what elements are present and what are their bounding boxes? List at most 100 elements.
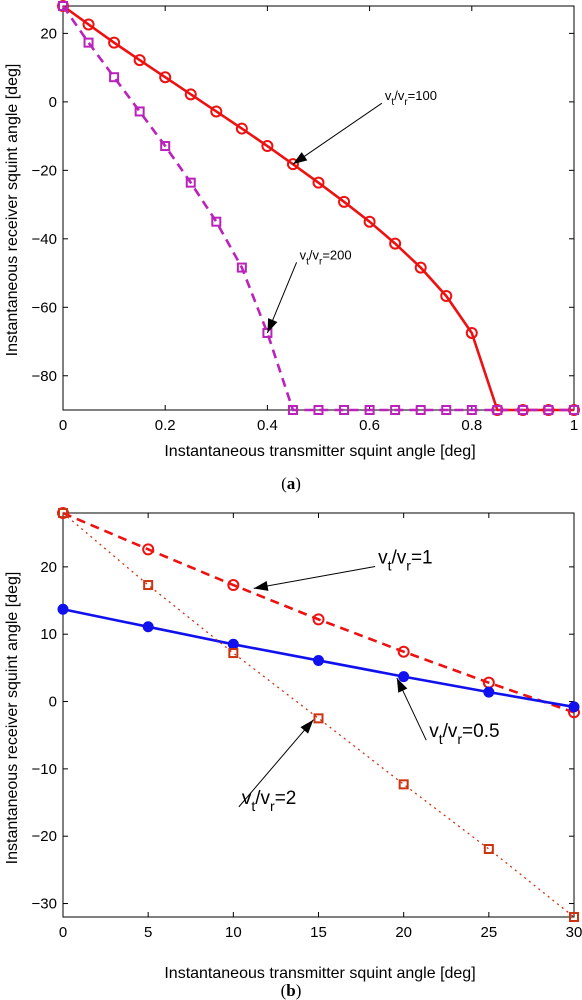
y-axis-label-a: Instantaneous receiver squint angle [deg… xyxy=(4,64,21,357)
series-b-3 xyxy=(58,508,579,922)
series-a-2 xyxy=(58,1,579,415)
data-point xyxy=(184,88,197,101)
data-point xyxy=(227,579,240,592)
x-tick-label: 10 xyxy=(225,924,242,941)
y-tick-label: 0 xyxy=(49,694,57,711)
data-point xyxy=(363,215,376,228)
data-point xyxy=(398,779,409,790)
annotation-b-1: vt/vr=1 xyxy=(253,548,433,591)
y-tick-label: −60 xyxy=(32,299,57,316)
arrow-head xyxy=(396,677,408,693)
x-tick-label: 0.8 xyxy=(461,417,482,434)
arrow-head xyxy=(253,581,269,591)
x-tick-label: 5 xyxy=(144,924,152,941)
y-tick-label: −10 xyxy=(32,761,57,778)
data-point xyxy=(228,648,239,659)
x-tick-label: 20 xyxy=(395,924,412,941)
data-point xyxy=(159,71,172,84)
arrow-head xyxy=(292,152,308,165)
data-point xyxy=(211,216,222,227)
y-tick-label: −80 xyxy=(32,368,57,385)
data-point xyxy=(227,638,239,650)
series-line-a-2 xyxy=(61,5,574,412)
data-point xyxy=(569,912,579,922)
y-tick-label: 10 xyxy=(40,626,57,643)
plot-frame xyxy=(62,5,575,411)
data-point xyxy=(492,405,503,415)
data-point xyxy=(440,289,453,302)
annotation-arrow xyxy=(253,566,376,589)
data-point xyxy=(83,37,94,48)
data-point xyxy=(415,405,426,415)
data-point xyxy=(108,36,121,49)
annotation-a-2: vt/vr=200 xyxy=(266,247,352,334)
data-point xyxy=(262,327,273,338)
data-point xyxy=(313,713,324,724)
data-point xyxy=(517,405,528,415)
annotation-label: vt/vr=100 xyxy=(385,88,437,108)
data-point xyxy=(568,701,580,713)
y-tick-label: −20 xyxy=(32,162,57,179)
arrow-head xyxy=(300,719,314,734)
data-point xyxy=(483,686,495,698)
annotation-label: vt/vr=2 xyxy=(242,788,297,814)
data-point xyxy=(210,105,223,118)
data-point xyxy=(286,158,299,171)
x-tick-label: 0.6 xyxy=(359,417,380,434)
x-tick-label: 25 xyxy=(480,924,497,941)
data-point xyxy=(133,54,146,67)
annotation-label: vt/vr=0.5 xyxy=(429,721,499,747)
plot-area-b: 0 5 10 15 20 25 30 20 10 0 −10 −20 −30 vt/vr=1 vt/vr=0… xyxy=(32,507,582,941)
annotation-a-1: vt/vr=100 xyxy=(292,88,437,165)
data-point xyxy=(142,543,155,556)
y-tick-label: −30 xyxy=(32,896,57,913)
data-point xyxy=(313,654,324,666)
data-point xyxy=(313,405,324,415)
x-tick-label: 0.2 xyxy=(155,417,176,434)
y-tick-label: −20 xyxy=(32,828,57,845)
arrow-head xyxy=(267,318,278,333)
y-axis-label-b: Instantaneous receiver squint angle [deg… xyxy=(4,572,21,865)
panel-caption-b: (b) xyxy=(281,981,302,1000)
x-axis-label-b: Instantaneous transmitter squint angle [… xyxy=(164,965,475,982)
data-point xyxy=(143,580,154,591)
chart-panel-a: 0 0.2 0.4 0.6 0.8 1 20 0 −20 −40 −60 −80 vt/vr=100 vt… xyxy=(4,0,580,493)
annotation-label: vt/vr=1 xyxy=(378,548,433,574)
data-point xyxy=(312,176,325,189)
data-point xyxy=(82,18,95,31)
data-point xyxy=(398,671,410,683)
data-point xyxy=(160,141,171,152)
data-point xyxy=(142,621,154,633)
annotation-arrow xyxy=(238,719,314,808)
data-point xyxy=(287,405,298,415)
y-tick-label: 20 xyxy=(40,559,57,576)
x-tick-label: 0 xyxy=(59,924,67,941)
annotation-arrow xyxy=(292,102,383,165)
data-point xyxy=(134,106,145,117)
annotation-b-2: vt/vr=0.5 xyxy=(396,677,500,747)
x-tick-label: 15 xyxy=(310,924,327,941)
series-b-2 xyxy=(57,603,580,713)
annotation-label: vt/vr=200 xyxy=(300,247,352,267)
x-axis-label-a: Instantaneous transmitter squint angle [… xyxy=(164,443,475,460)
data-point xyxy=(414,261,427,274)
data-point xyxy=(185,177,196,188)
data-point xyxy=(389,237,402,250)
x-tick-label: 0.4 xyxy=(257,417,278,434)
data-point xyxy=(465,326,478,339)
data-point xyxy=(58,1,68,11)
data-point xyxy=(57,603,69,615)
series-b-1 xyxy=(57,507,580,719)
series-line-a-1 xyxy=(62,4,574,412)
data-point xyxy=(397,645,410,658)
data-point xyxy=(261,140,274,153)
panel-caption-a: (a) xyxy=(281,474,301,493)
data-point xyxy=(390,405,401,415)
plot-area-a: 0 0.2 0.4 0.6 0.8 1 20 0 −20 −40 −60 −80 vt/vr=100 vt… xyxy=(32,0,580,434)
y-tick-label: 0 xyxy=(49,94,57,111)
data-point xyxy=(339,405,350,415)
x-tick-label: 0 xyxy=(59,417,67,434)
data-point xyxy=(109,72,120,83)
x-tick-label: 1 xyxy=(570,417,578,434)
